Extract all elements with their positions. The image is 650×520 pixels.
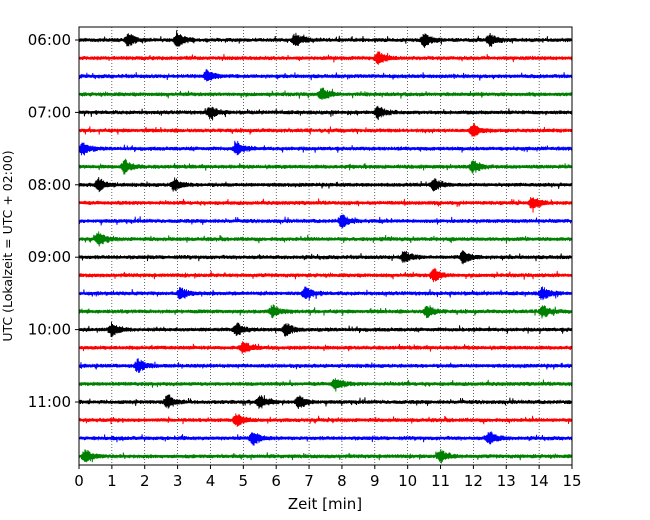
x-axis-label: Zeit [min] — [288, 495, 362, 513]
x-tick-label-1: 1 — [107, 472, 117, 490]
x-tick-label-12: 12 — [464, 472, 483, 490]
trace-0815 — [78, 197, 573, 213]
y-tick-label-4: 10:00 — [28, 321, 71, 339]
y-tick-label-0: 06:00 — [28, 31, 71, 49]
x-tick-label-14: 14 — [530, 472, 549, 490]
x-tick-label-6: 6 — [271, 472, 281, 490]
x-axis-ticks: 0 1 2 3 4 5 6 7 8 9 10 11 12 13 14 15 — [74, 465, 582, 490]
y-tick-label-1: 07:00 — [28, 103, 71, 121]
x-tick-label-7: 7 — [304, 472, 314, 490]
x-tick-label-3: 3 — [173, 472, 183, 490]
y-axis-ticks: 06:00 07:00 08:00 09:00 10:00 11:00 — [28, 31, 79, 411]
helicorder-traces — [78, 30, 573, 464]
x-tick-label-5: 5 — [239, 472, 249, 490]
x-tick-label-2: 2 — [140, 472, 150, 490]
y-tick-label-3: 09:00 — [28, 248, 71, 266]
y-tick-label-2: 08:00 — [28, 176, 71, 194]
x-tick-label-11: 11 — [431, 472, 450, 490]
x-tick-label-13: 13 — [497, 472, 516, 490]
x-tick-label-9: 9 — [370, 472, 380, 490]
plot-frame — [78, 26, 573, 466]
x-tick-label-0: 0 — [74, 472, 84, 490]
x-tick-label-15: 15 — [562, 472, 581, 490]
y-axis-label: UTC (Lokalzeit = UTC + 02:00) — [0, 150, 15, 341]
x-tick-label-10: 10 — [398, 472, 417, 490]
x-tick-label-4: 4 — [206, 472, 216, 490]
y-tick-label-5: 11:00 — [28, 393, 71, 411]
x-tick-label-8: 8 — [337, 472, 347, 490]
